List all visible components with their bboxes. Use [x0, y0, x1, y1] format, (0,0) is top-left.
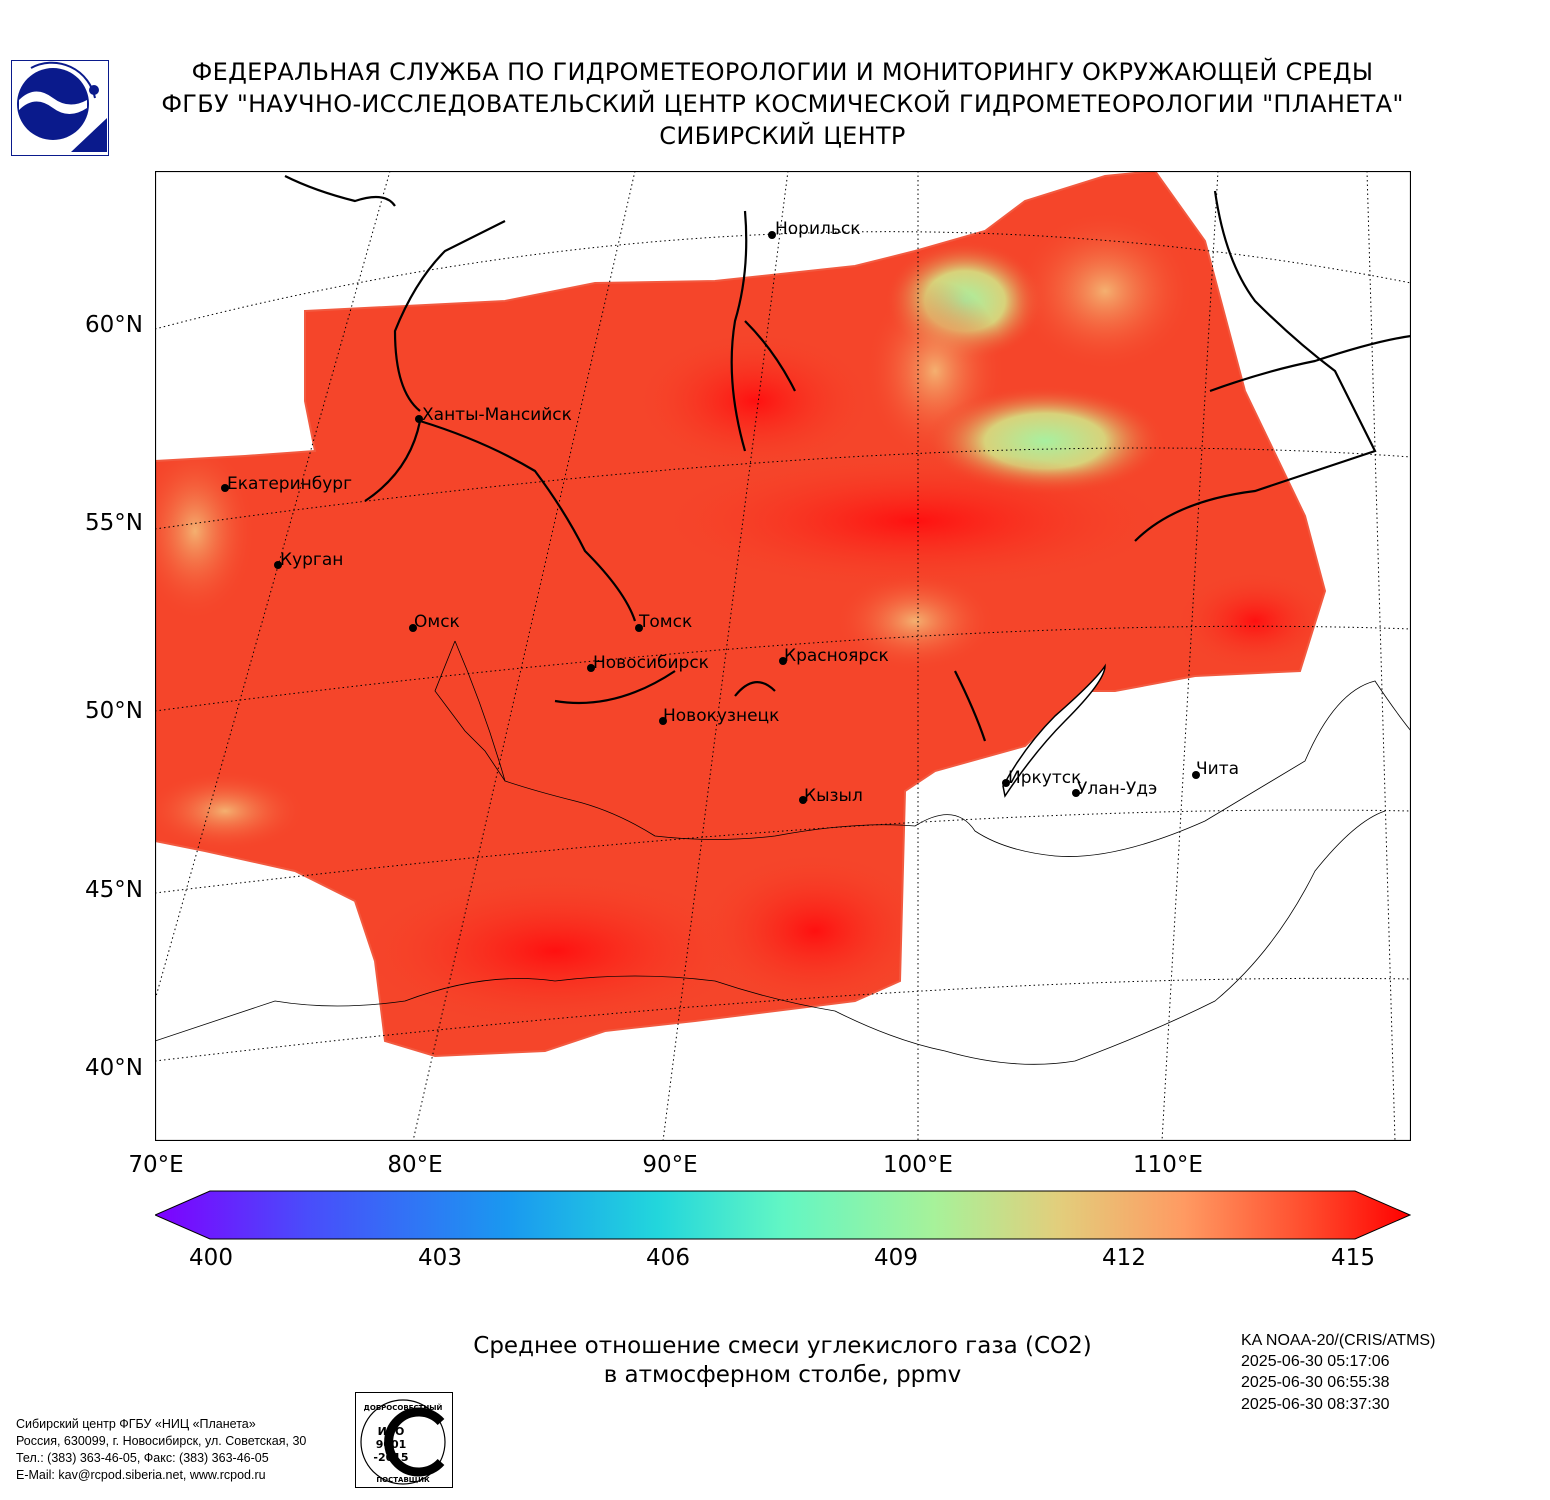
map-frame [154, 170, 1412, 1142]
lat-label-50: 50°N [85, 698, 143, 724]
svg-text:Екатеринбург: Екатеринбург [227, 474, 352, 494]
city-ulan-ude: Улан-Удэ [1072, 779, 1157, 799]
planeta-logo-icon [11, 60, 109, 156]
svg-text:Улан-Удэ: Улан-Удэ [1077, 779, 1157, 799]
co2-map-svg: Норильск Ханты-Мансийск Екатеринбург Кур… [114, 169, 1412, 1142]
svg-text:Кызыл: Кызыл [804, 786, 863, 806]
iso-badge-icon: ДОБРОСОВЕСТНЫЙ ИСО 9001 -2015 ПОСТАВЩИК [355, 1392, 453, 1488]
address-line-1: Сибирский центр ФГБУ «НИЦ «Планета» [16, 1417, 256, 1431]
graticule [114, 170, 1412, 1142]
colorbar-tick-403: 403 [418, 1245, 462, 1271]
city-novosibirsk: Новосибирск [587, 653, 709, 673]
lon-label-110: 110°E [1133, 1152, 1203, 1178]
svg-text:Курган: Курган [280, 550, 343, 570]
city-norilsk: Норильск [768, 219, 861, 239]
colorbar-tick-415: 415 [1331, 1245, 1375, 1271]
city-khanty-mansiysk: Ханты-Мансийск [415, 405, 572, 425]
svg-text:Ханты-Мансийск: Ханты-Мансийск [422, 405, 572, 425]
lake-baikal [1002, 663, 1106, 798]
lat-label-60: 60°N [85, 312, 143, 338]
iso-badge: ДОБРОСОВЕСТНЫЙ ИСО 9001 -2015 ПОСТАВЩИК [355, 1392, 453, 1488]
svg-text:Новосибирск: Новосибирск [593, 653, 709, 673]
iso-badge-bottom: ПОСТАВЩИК [376, 1476, 430, 1484]
colorbar-svg [153, 1190, 1412, 1240]
svg-text:Чита: Чита [1196, 759, 1239, 779]
svg-text:Омск: Омск [414, 612, 460, 632]
colorbar-tick-406: 406 [646, 1245, 690, 1271]
satellite-time-1: 2025-06-30 05:17:06 [1241, 1353, 1390, 1370]
city-irkutsk: Иркутск [1002, 768, 1081, 788]
iso-badge-line1: ИСО [378, 1425, 405, 1438]
svg-text:Норильск: Норильск [775, 219, 861, 239]
city-kyzyl: Кызыл [799, 786, 863, 806]
rivers [284, 175, 1412, 742]
iso-badge-line3: -2015 [373, 1451, 408, 1464]
address-line-3: Тел.: (383) 363-46-05, Факс: (383) 363-4… [16, 1451, 269, 1465]
address-line-2: Россия, 630099, г. Новосибирск, ул. Сове… [16, 1434, 307, 1448]
lat-label-45: 45°N [85, 877, 143, 903]
caption-line-1: Среднее отношение смеси углекислого газа… [473, 1333, 1092, 1359]
lat-label-55: 55°N [85, 510, 143, 536]
satellite-time-2: 2025-06-30 06:55:38 [1241, 1374, 1390, 1391]
colorbar-tick-412: 412 [1102, 1245, 1146, 1271]
svg-text:Иркутск: Иркутск [1008, 768, 1081, 788]
header-line-3: СИБИРСКИЙ ЦЕНТР [659, 122, 906, 150]
lon-label-90: 90°E [642, 1152, 698, 1178]
colorbar-tick-409: 409 [874, 1245, 918, 1271]
swath-data [155, 171, 1325, 1056]
svg-text:Томск: Томск [638, 612, 692, 632]
city-tomsk: Томск [635, 612, 692, 632]
city-omsk: Омск [409, 612, 460, 632]
iso-badge-top: ДОБРОСОВЕСТНЫЙ [364, 1403, 443, 1412]
satellite-name: KA NOAA-20/(CRIS/ATMS) [1241, 1332, 1436, 1349]
satellite-time-3: 2025-06-30 08:37:30 [1241, 1396, 1390, 1413]
header-line-2: ФГБУ "НАУЧНО-ИССЛЕДОВАТЕЛЬСКИЙ ЦЕНТР КОС… [161, 90, 1404, 118]
city-yekaterinburg: Екатеринбург [221, 474, 352, 494]
svg-text:Новокузнецк: Новокузнецк [663, 706, 779, 726]
lon-label-80: 80°E [387, 1152, 443, 1178]
city-markers: Норильск Ханты-Мансийск Екатеринбург Кур… [221, 219, 1239, 806]
colorbar-tick-400: 400 [189, 1245, 233, 1271]
iso-badge-line2: 9001 [376, 1438, 407, 1451]
colorbar [153, 1190, 1412, 1240]
planeta-logo [11, 60, 109, 156]
caption-line-2: в атмосферном столбе, ppmv [603, 1362, 962, 1388]
header-line-1: ФЕДЕРАЛЬНАЯ СЛУЖБА ПО ГИДРОМЕТЕОРОЛОГИИ … [191, 58, 1374, 86]
lat-label-40: 40°N [85, 1055, 143, 1081]
city-krasnoyarsk: Красноярск [779, 646, 889, 666]
svg-text:Красноярск: Красноярск [784, 646, 889, 666]
address-line-4: E-Mail: kav@rcpod.siberia.net, www.rcpod… [16, 1468, 266, 1482]
city-chita: Чита [1192, 759, 1239, 779]
lon-label-100: 100°E [883, 1152, 953, 1178]
city-novokuznetsk: Новокузнецк [659, 706, 779, 726]
co2-map: Норильск Ханты-Мансийск Екатеринбург Кур… [114, 169, 1412, 1142]
country-borders [154, 640, 1412, 1065]
city-kurgan: Курган [274, 550, 343, 570]
lon-label-70: 70°E [128, 1152, 184, 1178]
